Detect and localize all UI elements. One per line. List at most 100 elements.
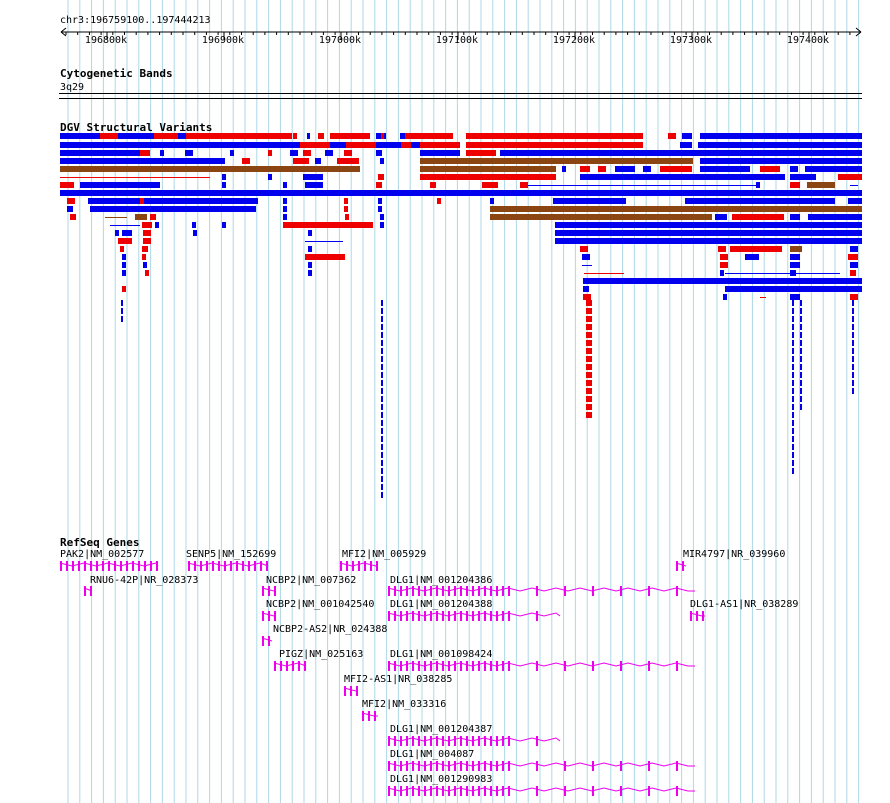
- structural-variant[interactable]: [122, 286, 126, 292]
- structural-variant[interactable]: [852, 356, 854, 362]
- structural-variant[interactable]: [790, 294, 800, 300]
- structural-variant[interactable]: [852, 380, 854, 386]
- structural-variant[interactable]: [490, 198, 494, 204]
- structural-variant[interactable]: [400, 133, 405, 139]
- structural-variant[interactable]: [150, 214, 156, 220]
- structural-variant[interactable]: [580, 166, 590, 172]
- structural-variant[interactable]: [852, 364, 854, 370]
- structural-variant[interactable]: [792, 444, 794, 450]
- structural-variant[interactable]: [381, 133, 384, 139]
- structural-variant[interactable]: [586, 316, 592, 322]
- structural-variant[interactable]: [520, 182, 528, 188]
- structural-variant[interactable]: [303, 150, 311, 156]
- structural-variant[interactable]: [430, 182, 436, 188]
- structural-variant[interactable]: [582, 265, 592, 266]
- structural-variant[interactable]: [308, 262, 312, 268]
- structural-variant[interactable]: [143, 238, 151, 244]
- structural-variant[interactable]: [140, 150, 150, 156]
- structural-variant[interactable]: [380, 214, 384, 220]
- structural-variant[interactable]: [140, 198, 144, 204]
- structural-variant[interactable]: [337, 158, 359, 164]
- structural-variant[interactable]: [381, 380, 383, 386]
- structural-variant[interactable]: [800, 340, 802, 346]
- structural-variant[interactable]: [378, 206, 382, 212]
- structural-variant[interactable]: [580, 246, 588, 252]
- structural-variant[interactable]: [792, 404, 794, 410]
- structural-variant[interactable]: [790, 166, 798, 172]
- structural-variant[interactable]: [283, 206, 287, 212]
- structural-variant[interactable]: [122, 262, 126, 268]
- structural-variant[interactable]: [381, 348, 383, 354]
- structural-variant[interactable]: [121, 308, 123, 314]
- structural-variant[interactable]: [437, 198, 441, 204]
- structural-variant[interactable]: [420, 158, 693, 164]
- structural-variant[interactable]: [583, 294, 591, 300]
- cytoband-track-title[interactable]: Cytogenetic Bands: [60, 67, 173, 80]
- structural-variant[interactable]: [848, 198, 862, 204]
- structural-variant[interactable]: [381, 428, 383, 434]
- structural-variant[interactable]: [598, 166, 606, 172]
- structural-variant[interactable]: [293, 158, 309, 164]
- structural-variant[interactable]: [720, 254, 728, 260]
- structural-variant[interactable]: [283, 222, 373, 228]
- structural-variant[interactable]: [192, 222, 196, 228]
- structural-variant[interactable]: [344, 198, 348, 204]
- structural-variant[interactable]: [303, 174, 323, 180]
- structural-variant[interactable]: [715, 214, 727, 220]
- structural-variant[interactable]: [792, 436, 794, 442]
- structural-variant[interactable]: [345, 222, 349, 228]
- structural-variant[interactable]: [378, 174, 384, 180]
- structural-variant[interactable]: [555, 222, 862, 228]
- structural-variant[interactable]: [401, 142, 411, 148]
- structural-variant[interactable]: [381, 420, 383, 426]
- structural-variant[interactable]: [682, 133, 692, 139]
- structural-variant[interactable]: [852, 308, 854, 314]
- structural-variant[interactable]: [381, 388, 383, 394]
- structural-variant[interactable]: [142, 254, 146, 260]
- structural-variant[interactable]: [800, 372, 802, 378]
- structural-variant[interactable]: [745, 254, 759, 260]
- structural-variant[interactable]: [120, 246, 124, 252]
- structural-variant[interactable]: [60, 182, 74, 188]
- structural-variant[interactable]: [586, 356, 592, 362]
- structural-variant[interactable]: [792, 372, 794, 378]
- structural-variant[interactable]: [325, 150, 333, 156]
- structural-variant[interactable]: [110, 225, 140, 226]
- structural-variant[interactable]: [756, 182, 760, 188]
- structural-variant[interactable]: [643, 166, 651, 172]
- structural-variant[interactable]: [121, 300, 123, 306]
- structural-variant[interactable]: [792, 428, 794, 434]
- structural-variant[interactable]: [420, 142, 460, 148]
- structural-variant[interactable]: [118, 133, 154, 139]
- structural-variant[interactable]: [800, 332, 802, 338]
- structural-variant[interactable]: [555, 230, 862, 236]
- structural-variant[interactable]: [70, 214, 76, 220]
- structural-variant[interactable]: [60, 190, 862, 196]
- structural-variant[interactable]: [381, 492, 383, 498]
- structural-variant[interactable]: [118, 238, 132, 244]
- structural-variant[interactable]: [790, 174, 816, 180]
- structural-variant[interactable]: [242, 158, 250, 164]
- structural-variant[interactable]: [528, 185, 758, 186]
- structural-variant[interactable]: [700, 133, 862, 139]
- structural-variant[interactable]: [792, 460, 794, 466]
- structural-variant[interactable]: [725, 286, 862, 292]
- structural-variant[interactable]: [305, 182, 323, 188]
- structural-variant[interactable]: [718, 246, 726, 252]
- structural-variant[interactable]: [381, 460, 383, 466]
- structural-variant[interactable]: [852, 316, 854, 322]
- structural-variant[interactable]: [792, 364, 794, 370]
- structural-variant[interactable]: [700, 166, 750, 172]
- structural-variant[interactable]: [790, 246, 802, 252]
- structural-variant[interactable]: [308, 230, 312, 236]
- structural-variant[interactable]: [60, 177, 210, 178]
- structural-variant[interactable]: [800, 404, 802, 410]
- structural-variant[interactable]: [850, 294, 858, 300]
- structural-variant[interactable]: [381, 404, 383, 410]
- structural-variant[interactable]: [293, 133, 297, 139]
- structural-variant[interactable]: [420, 166, 556, 172]
- structural-variant[interactable]: [67, 198, 75, 204]
- structural-variant[interactable]: [732, 214, 784, 220]
- structural-variant[interactable]: [582, 254, 590, 260]
- structural-variant[interactable]: [381, 332, 383, 338]
